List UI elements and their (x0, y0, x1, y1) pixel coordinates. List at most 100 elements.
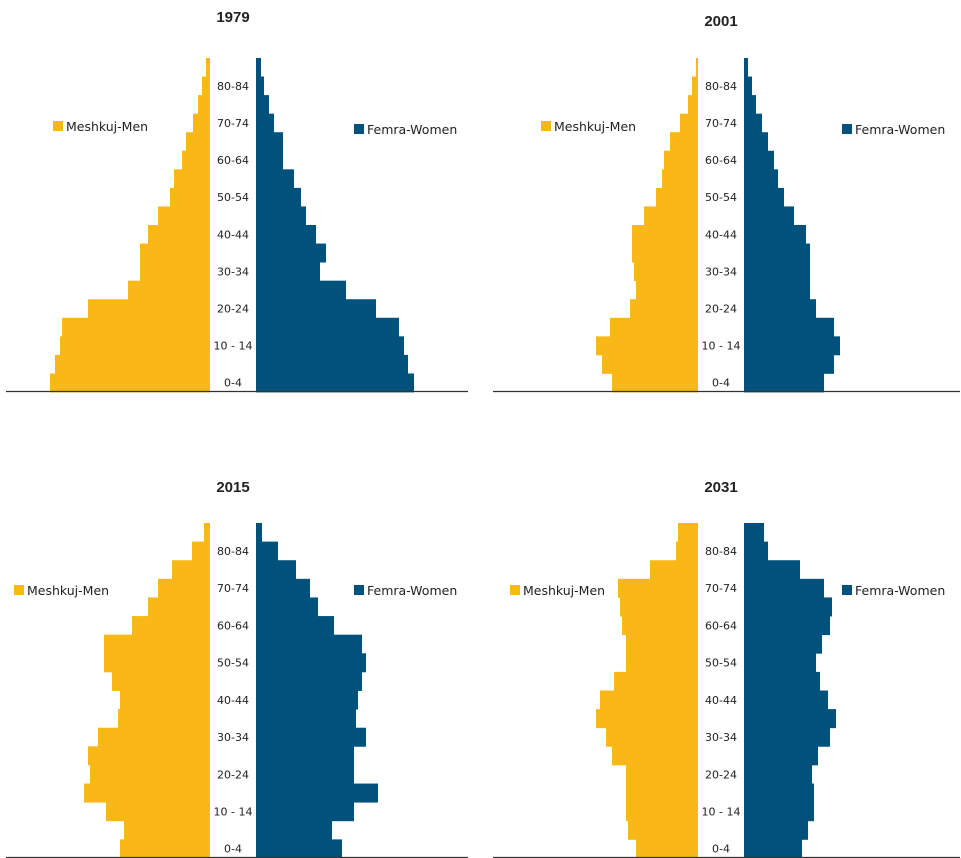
bar-women-80-84 (744, 541, 768, 561)
bar-women-60-64 (256, 150, 283, 170)
pyramid-2001: 2001 0-4 10 - 14 20-24 30-34 40-44 50-54 60-64 7… (493, 13, 960, 393)
bar-men-50-54 (626, 653, 698, 673)
bar-men-80-84 (676, 541, 698, 561)
bar-men-35-39 (140, 243, 210, 263)
bar-men-20-24 (88, 299, 210, 319)
bar-men-75-79 (172, 560, 210, 580)
bar-men-40-44 (148, 225, 210, 244)
tick-label: 50-54 (705, 657, 737, 670)
bar-women-85+ (744, 523, 764, 543)
bar-women-25-29 (256, 280, 346, 300)
bar-women-75-79 (744, 560, 800, 580)
bar-men-60-64 (132, 616, 210, 636)
bar-women-25-29 (256, 746, 354, 766)
bar-men-40-44 (632, 225, 698, 244)
bar-women-0-4 (256, 373, 414, 393)
bar-men-50-54 (170, 187, 210, 207)
bar-women-55-59 (256, 634, 362, 654)
bar-women-10-14 (744, 802, 814, 822)
bar-women-30-34 (744, 262, 810, 282)
bar-men-35-39 (596, 709, 698, 729)
bar-men-80-84 (202, 76, 210, 96)
bar-men-0-4 (120, 839, 210, 858)
bar-men-30-34 (140, 262, 210, 282)
legend-label-women: Femra-Women (855, 583, 945, 598)
bar-women-45-49 (744, 671, 820, 691)
bar-women-0-4 (256, 839, 342, 858)
bar-men-45-49 (644, 206, 698, 226)
tick-label: 10 - 14 (702, 340, 741, 353)
bar-women-10-14 (744, 336, 840, 356)
tick-label: 30-34 (217, 265, 249, 278)
bar-men-55-59 (662, 169, 698, 189)
bar-men-60-64 (664, 150, 698, 170)
bar-women-70-74 (256, 578, 310, 598)
bar-men-15-19 (84, 783, 210, 803)
tick-label: 50-54 (217, 657, 249, 670)
legend-swatch-women (842, 585, 852, 595)
bar-women-50-54 (256, 187, 301, 207)
bar-men-15-19 (62, 317, 210, 337)
bar-men-40-44 (600, 690, 698, 710)
bar-women-25-29 (744, 746, 818, 766)
bar-men-70-74 (193, 113, 210, 133)
tick-label: 80-84 (705, 80, 737, 93)
bar-men-5-9 (628, 820, 698, 840)
bar-women-5-9 (256, 354, 408, 374)
tick-label: 10 - 14 (214, 805, 253, 818)
bar-women-20-24 (744, 764, 812, 784)
chart-title: 2015 (216, 479, 249, 496)
bar-women-75-79 (744, 95, 756, 115)
bar-men-60-64 (182, 150, 210, 170)
tick-label: 0-4 (224, 377, 242, 390)
legend-label-men: Meshkuj-Men (523, 583, 605, 598)
bar-women-55-59 (744, 169, 778, 189)
bar-men-20-24 (630, 299, 698, 319)
bar-women-60-64 (744, 150, 774, 170)
bar-men-10-14 (596, 336, 698, 356)
chart-title: 2031 (704, 479, 737, 496)
bar-women-15-19 (256, 317, 399, 337)
bar-women-45-49 (256, 671, 362, 691)
bar-men-35-39 (632, 243, 698, 263)
bar-men-50-54 (656, 187, 698, 207)
pyramid-2015: 2015 0-4 10 - 14 20-24 30-34 40-44 50-54 60-64 7… (6, 479, 468, 858)
bar-women-0-4 (744, 373, 824, 393)
legend-swatch-women (354, 124, 364, 134)
bar-women-20-24 (256, 299, 376, 319)
bar-men-25-29 (128, 280, 210, 300)
bar-women-10-14 (256, 802, 354, 822)
bar-men-15-19 (626, 783, 698, 803)
bar-men-10-14 (626, 802, 698, 822)
bar-men-65-69 (186, 132, 210, 152)
bar-women-75-79 (256, 95, 269, 115)
bar-women-40-44 (256, 690, 358, 710)
legend-swatch-men (541, 121, 551, 131)
tick-label: 60-64 (217, 154, 249, 167)
tick-label: 20-24 (705, 768, 737, 781)
bar-women-65-69 (744, 597, 832, 617)
tick-label: 60-64 (705, 154, 737, 167)
bar-men-85+ (206, 58, 210, 77)
pyramid-2031: 2031 0-4 10 - 14 20-24 30-34 40-44 50-54 60-64 7… (493, 479, 960, 858)
legend-label-women: Femra-Women (367, 122, 457, 137)
bar-men-0-4 (636, 839, 698, 858)
bar-women-15-19 (744, 317, 834, 337)
tick-label: 30-34 (705, 731, 737, 744)
tick-label: 40-44 (217, 694, 249, 707)
tick-label: 40-44 (705, 694, 737, 707)
bar-women-60-64 (256, 616, 334, 636)
bar-women-80-84 (256, 541, 278, 561)
bar-women-85+ (256, 58, 261, 77)
tick-label: 0-4 (224, 843, 242, 856)
bar-men-45-49 (614, 671, 698, 691)
chart-title: 2001 (704, 13, 737, 30)
bar-women-5-9 (744, 354, 834, 374)
bar-women-70-74 (744, 113, 762, 133)
tick-label: 30-34 (217, 731, 249, 744)
legend-label-women: Femra-Women (855, 122, 945, 137)
pyramid-1979: 1979 0-4 10 - 14 20-24 30-34 40-44 50-54 60-64 7… (6, 9, 468, 393)
bar-women-65-69 (256, 132, 283, 152)
bar-women-30-34 (744, 727, 830, 747)
bar-men-5-9 (55, 354, 210, 374)
